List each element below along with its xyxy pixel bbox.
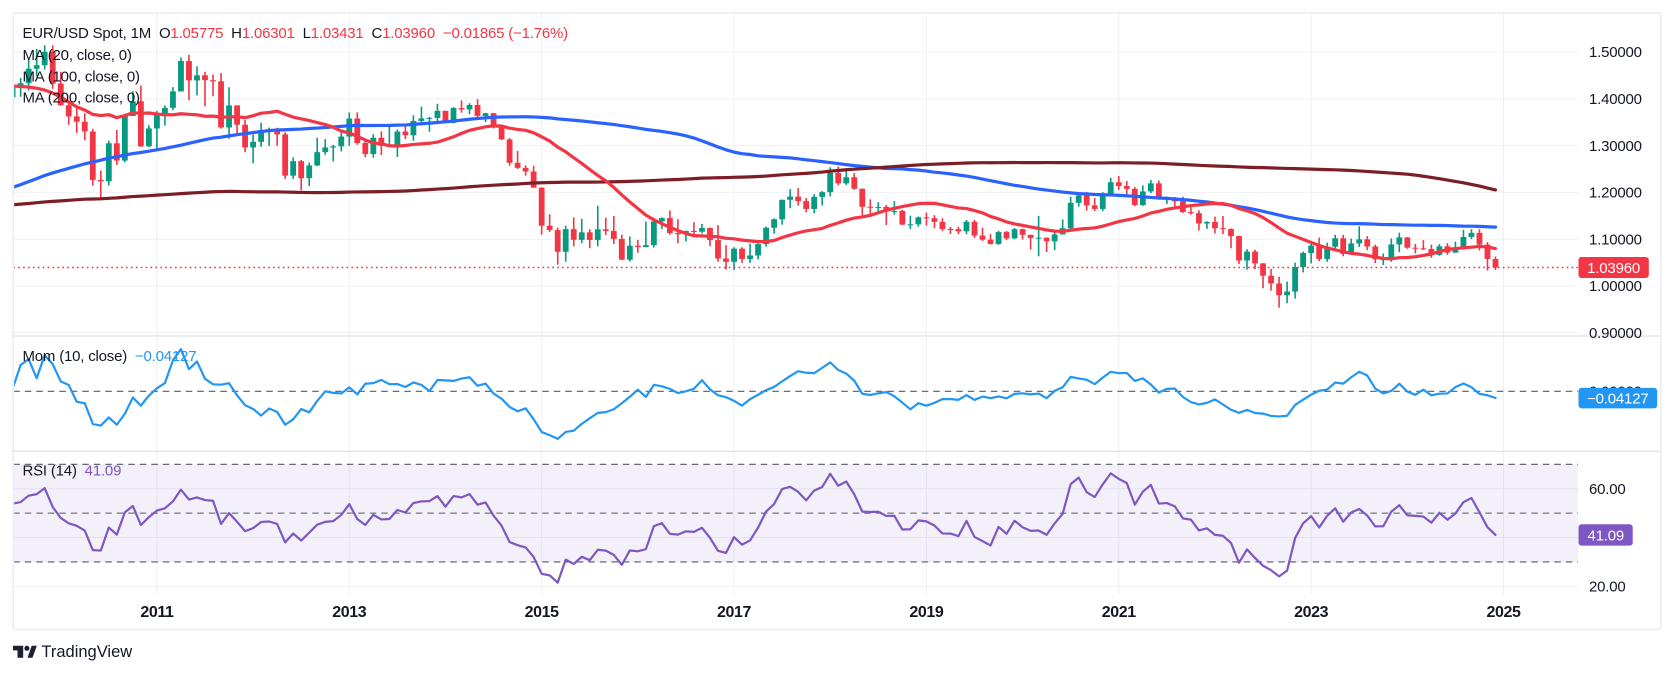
- svg-text:2021: 2021: [1102, 604, 1136, 621]
- svg-text:1.20000: 1.20000: [1589, 185, 1642, 202]
- svg-text:20.00: 20.00: [1589, 579, 1626, 596]
- svg-text:1.00000: 1.00000: [1589, 278, 1642, 295]
- svg-text:60.00: 60.00: [1589, 481, 1626, 498]
- svg-text:MA (100, close, 0): MA (100, close, 0): [23, 68, 140, 85]
- svg-text:Mom (10, close) −0.04127: Mom (10, close) −0.04127: [23, 348, 197, 365]
- svg-text:2023: 2023: [1294, 604, 1328, 621]
- svg-text:EUR/USD Spot, 1M O1.05775 H1: EUR/USD Spot, 1M O1.05775 H1.06301 L1.03…: [23, 25, 569, 42]
- svg-text:2013: 2013: [332, 604, 366, 621]
- svg-text:1.03960: 1.03960: [1587, 260, 1640, 277]
- svg-text:1.10000: 1.10000: [1589, 231, 1642, 248]
- svg-text:2019: 2019: [909, 604, 943, 621]
- svg-text:2015: 2015: [525, 604, 559, 621]
- svg-text:RSI (14) 41.09: RSI (14) 41.09: [23, 463, 122, 480]
- svg-text:MA (20, close, 0): MA (20, close, 0): [23, 47, 132, 64]
- svg-text:TradingView: TradingView: [41, 643, 132, 661]
- svg-text:MA (200, close, 0): MA (200, close, 0): [23, 90, 140, 107]
- svg-text:0.90000: 0.90000: [1589, 325, 1642, 342]
- svg-text:41.09: 41.09: [1588, 527, 1625, 544]
- svg-text:2025: 2025: [1487, 604, 1521, 621]
- svg-text:−0.04127: −0.04127: [1587, 390, 1648, 407]
- svg-text:2011: 2011: [140, 604, 174, 621]
- svg-text:1.50000: 1.50000: [1589, 44, 1642, 61]
- svg-text:1.30000: 1.30000: [1589, 138, 1642, 155]
- svg-text:1.40000: 1.40000: [1589, 91, 1642, 108]
- svg-text:2017: 2017: [717, 604, 751, 621]
